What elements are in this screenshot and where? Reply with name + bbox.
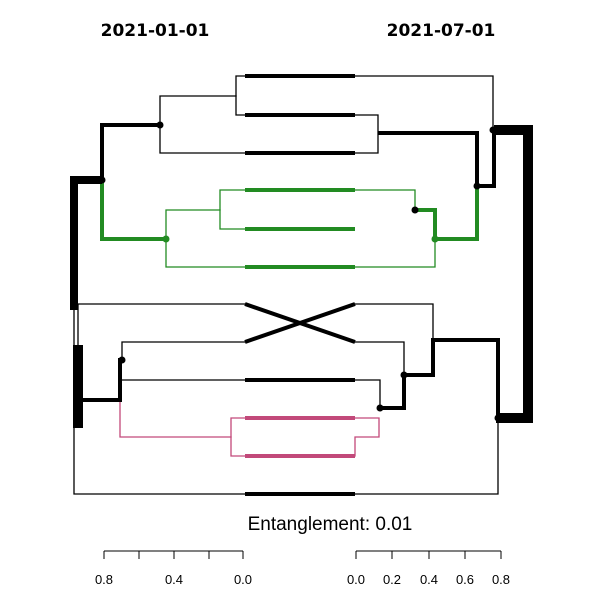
node-dot — [118, 356, 126, 364]
node-dot — [98, 176, 106, 184]
right-branch — [354, 379, 381, 407]
left-branch — [121, 341, 246, 361]
left-branch — [73, 309, 246, 495]
left-branch — [165, 209, 246, 268]
axis-tick-label: 0.2 — [383, 572, 401, 587]
axis-tick-label: 0.8 — [95, 572, 113, 587]
connector-line — [244, 302, 356, 344]
right-branch — [354, 341, 405, 376]
right-branch — [354, 303, 434, 341]
right-branch — [415, 186, 479, 241]
node-dot — [400, 371, 408, 379]
right-dendrogram — [354, 75, 533, 495]
node-dot — [162, 235, 170, 243]
node-dot — [473, 182, 481, 190]
right-branch — [380, 338, 500, 418]
node-dot — [411, 206, 419, 214]
entanglement-label: Entanglement: 0.01 — [248, 514, 413, 535]
right-branch — [354, 238, 436, 268]
axis-tick-label: 0.8 — [492, 572, 510, 587]
axis-tick-label: 0.0 — [234, 572, 252, 587]
node-dot — [376, 404, 384, 412]
left-dendrogram — [70, 75, 246, 495]
axis-tick-label: 0.0 — [347, 572, 365, 587]
right-branch — [354, 417, 499, 495]
right-branch — [354, 75, 494, 131]
axis-tick-label: 0.4 — [165, 572, 183, 587]
leaf-connectors — [244, 74, 356, 496]
left-branch — [100, 180, 166, 241]
node-dot — [494, 414, 502, 422]
left-branch — [100, 123, 160, 180]
node-dot — [431, 235, 439, 243]
right-branch — [494, 125, 533, 423]
node-dot — [156, 121, 164, 129]
right-branch — [378, 130, 496, 188]
right-height-axis: 0.0 0.2 0.4 0.6 0.8 — [347, 550, 510, 587]
right-branch — [354, 417, 380, 457]
left-branch — [119, 399, 232, 438]
left-branch — [219, 189, 246, 230]
right-branch — [354, 189, 416, 211]
left-dendrogram-title: 2021-01-01 — [101, 21, 210, 41]
left-branch — [77, 303, 246, 346]
left-branch — [230, 417, 246, 457]
left-branch — [235, 75, 246, 116]
left-branch — [82, 358, 122, 402]
left-branch — [70, 176, 102, 310]
axis-tick-label: 0.4 — [420, 572, 438, 587]
node-dot — [74, 348, 82, 356]
node-dot — [489, 126, 497, 134]
left-branch — [159, 95, 246, 154]
axis-tick-label: 0.6 — [456, 572, 474, 587]
left-height-axis: 0.8 0.4 0.0 — [95, 550, 252, 587]
right-dendrogram-title: 2021-07-01 — [387, 21, 496, 41]
right-branch — [354, 114, 379, 154]
